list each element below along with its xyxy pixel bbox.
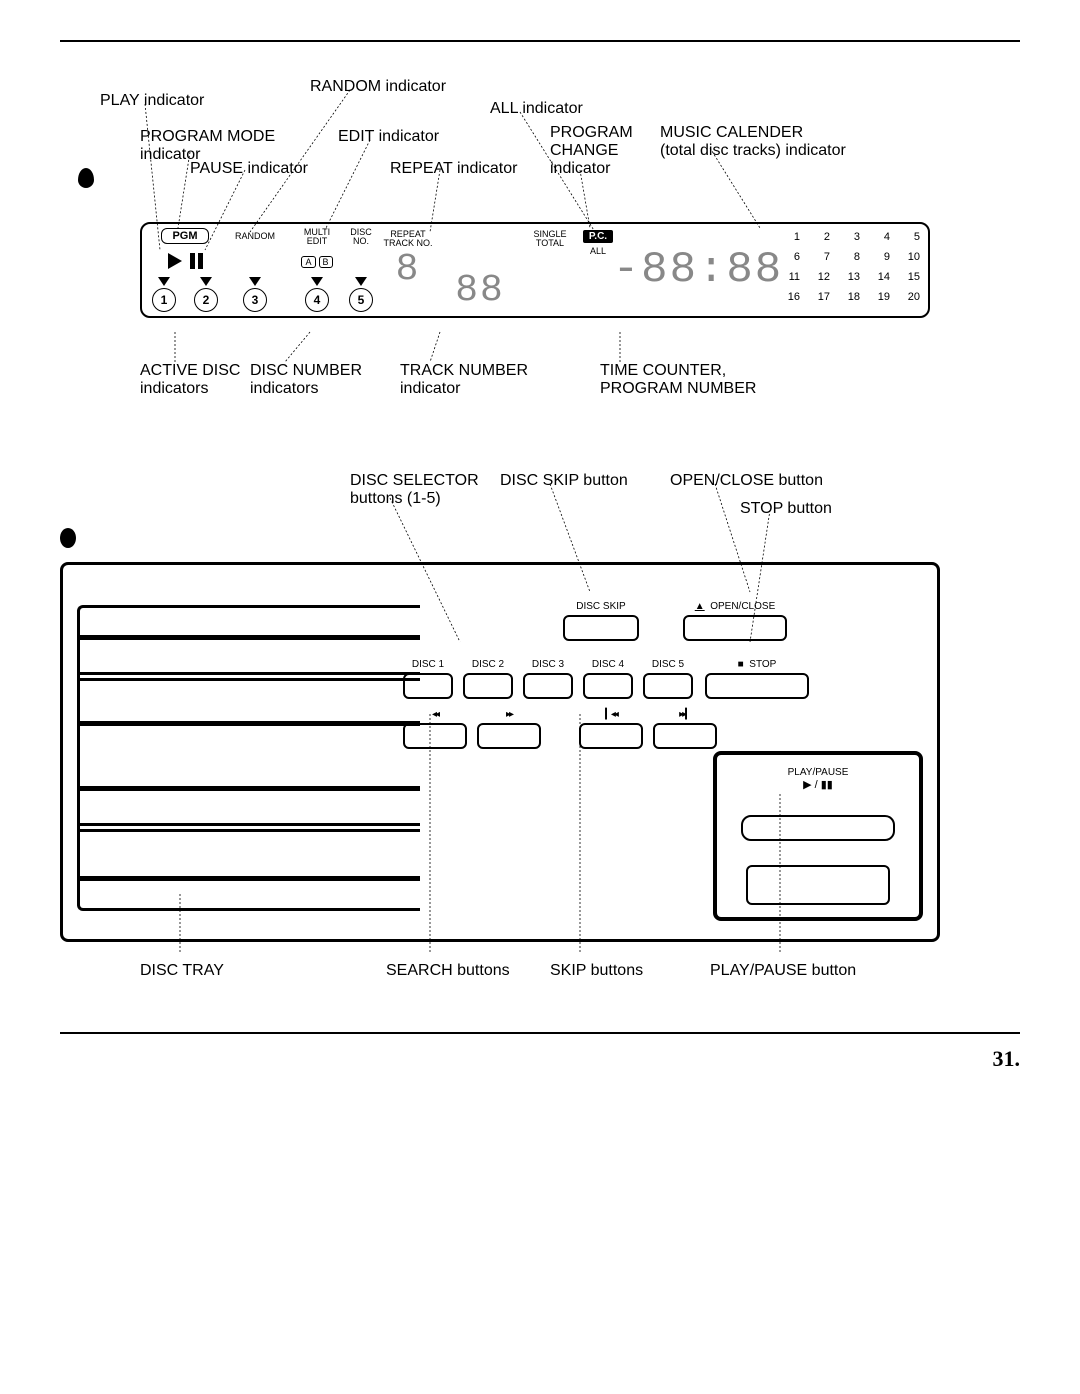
label-open-close: OPEN/CLOSE button [670, 472, 823, 490]
disc-indicator-3: 3 [243, 288, 267, 312]
pause-icon [190, 253, 203, 269]
repeat-track-label: REPEAT TRACK NO. [383, 230, 432, 248]
label-random-indicator: RANDOM indicator [310, 78, 446, 96]
disc4-label: DISC 4 [592, 659, 624, 670]
label-time-counter: TIME COUNTER, PROGRAM NUMBER [600, 362, 756, 398]
skip-fwd-icon [679, 709, 691, 720]
ab-indicator: AB [301, 256, 332, 268]
disc-indicator-2: 2 [194, 288, 218, 312]
stop-icon [738, 659, 744, 670]
disc-indicator-5: 5 [349, 288, 373, 312]
controls-area: DISC SKIP OPEN/CLOSE [443, 601, 923, 925]
disc-no-label: DISC NO. [350, 228, 372, 246]
disc1-label: DISC 1 [412, 659, 444, 670]
label-music-calender: MUSIC CALENDER (total disc tracks) indic… [660, 124, 846, 160]
label-play-pause-button: PLAY/PAUSE button [710, 962, 856, 980]
aux-button[interactable] [746, 865, 890, 905]
display-diagram: PLAY indicator RANDOM indicator ALL indi… [60, 72, 1020, 412]
label-disc-tray: DISC TRAY [140, 962, 224, 980]
label-search-buttons: SEARCH buttons [386, 962, 510, 980]
single-total-label: SINGLE TOTAL [533, 230, 566, 248]
open-close-button[interactable] [683, 615, 787, 641]
disc-tray [77, 605, 420, 911]
seg-track-number: 88 [455, 269, 505, 312]
search-back-button[interactable] [403, 723, 467, 749]
open-close-label: OPEN/CLOSE [695, 601, 776, 612]
disc4-button[interactable] [583, 673, 633, 699]
play-pause-icon [803, 780, 833, 791]
play-pause-label: PLAY/PAUSE [788, 767, 849, 778]
manual-page: PLAY indicator RANDOM indicator ALL indi… [60, 40, 1020, 1034]
skip-back-icon [605, 709, 617, 720]
label-repeat-indicator: REPEAT indicator [390, 160, 517, 178]
pgm-indicator: PGM [161, 228, 208, 244]
cd-player-unit: DISC SKIP OPEN/CLOSE [60, 562, 940, 942]
disc5-label: DISC 5 [652, 659, 684, 670]
disc2-button[interactable] [463, 673, 513, 699]
label-play-indicator: PLAY indicator [100, 92, 204, 110]
play-icon [168, 253, 182, 269]
label-all-indicator: ALL indicator [490, 100, 583, 118]
label-active-disc: ACTIVE DISC indicators [140, 362, 240, 398]
label-disc-selector: DISC SELECTOR buttons (1-5) [350, 472, 479, 508]
pc-indicator: P.C. [583, 230, 613, 243]
skip-fwd-button[interactable] [653, 723, 717, 749]
triangle-down-icon [158, 277, 170, 286]
page-number: 31. [993, 1046, 1021, 1072]
multi-edit-indicator: MULTI EDIT [304, 228, 330, 246]
all-indicator: ALL [590, 247, 606, 256]
music-calendar-grid: 12345 678910 1112131415 1617181920 [778, 228, 920, 312]
stop-button[interactable] [705, 673, 809, 699]
disc-skip-label: DISC SKIP [576, 601, 625, 612]
play-pause-button[interactable] [741, 815, 895, 841]
bullet-icon [78, 168, 94, 188]
play-pause-frame: PLAY/PAUSE [713, 751, 923, 921]
disc-skip-button[interactable] [563, 615, 639, 641]
rewind-icon [432, 709, 438, 720]
label-disc-skip: DISC SKIP button [500, 472, 628, 490]
disc-indicator-4: 4 [305, 288, 329, 312]
eject-icon [695, 601, 705, 612]
unit-diagram: DISC SELECTOR buttons (1-5) DISC SKIP bu… [60, 472, 1020, 992]
seg-disc-number: 8 [396, 248, 421, 291]
label-stop: STOP button [740, 500, 832, 518]
disc3-button[interactable] [523, 673, 573, 699]
label-program-mode: PROGRAM MODE indicator [140, 128, 275, 164]
disc-indicator-1: 1 [152, 288, 176, 312]
stop-label: STOP [738, 659, 777, 670]
disc5-button[interactable] [643, 673, 693, 699]
label-skip-buttons: SKIP buttons [550, 962, 643, 980]
disc2-label: DISC 2 [472, 659, 504, 670]
lcd-display: PGM 1 2 RANDOM 3 MULTI EDIT AB [140, 222, 930, 318]
skip-back-button[interactable] [579, 723, 643, 749]
label-disc-number: DISC NUMBER indicators [250, 362, 362, 398]
fastfwd-icon [506, 709, 512, 720]
seg-time-counter: -88:88 [613, 245, 783, 295]
disc1-button[interactable] [403, 673, 453, 699]
disc3-label: DISC 3 [532, 659, 564, 670]
label-edit-indicator: EDIT indicator [338, 128, 439, 146]
label-pause-indicator: PAUSE indicator [190, 160, 308, 178]
label-program-change: PROGRAM CHANGE indicator [550, 124, 633, 178]
bullet-icon [60, 528, 76, 548]
random-indicator: RANDOM [235, 232, 275, 241]
label-track-number: TRACK NUMBER indicator [400, 362, 528, 398]
search-fwd-button[interactable] [477, 723, 541, 749]
